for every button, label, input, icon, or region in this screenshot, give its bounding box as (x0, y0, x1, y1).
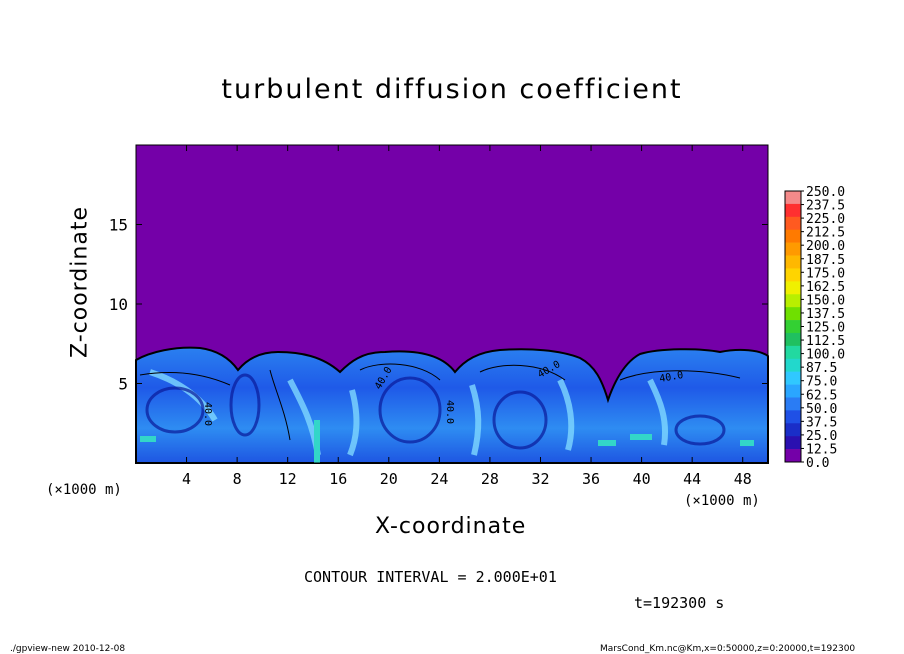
x-tick-label: 36 (582, 470, 600, 488)
colorbar-swatch (785, 216, 801, 231)
colorbar-swatch (785, 320, 801, 334)
x-unit-label-left: (×1000 m) (46, 482, 122, 498)
x-axis-label: X-coordinate (375, 514, 527, 539)
x-tick-label: 40 (633, 470, 651, 488)
turbulent-layer (135, 346, 769, 464)
colorbar-label: 137.5 (806, 307, 845, 322)
colorbar-label: 200.0 (806, 239, 845, 254)
colorbar-swatch (785, 268, 801, 282)
colorbar-swatch (785, 384, 801, 398)
x-unit-label-right: (×1000 m) (684, 493, 760, 509)
time-stamp: t=192300 s (634, 594, 725, 612)
colorbar-label: 37.5 (806, 415, 837, 430)
colorbar-swatch (785, 255, 801, 269)
footer-right: MarsCond_Km.nc@Km,x=0:50000,z=0:20000,t=… (600, 644, 856, 654)
colorbar-label: 187.5 (806, 253, 845, 268)
y-tick-label: 5 (118, 375, 128, 394)
colorbar-label: 12.5 (806, 442, 837, 457)
chart-title: turbulent diffusion coefficient (221, 74, 683, 105)
colorbar-swatch (785, 281, 801, 295)
colorbar-swatch (785, 203, 801, 218)
colorbar-label: 75.0 (806, 375, 837, 390)
x-tick-label: 12 (279, 470, 297, 488)
colorbar-swatch (785, 242, 801, 256)
x-tick-label: 32 (531, 470, 549, 488)
colorbar-swatch (785, 371, 801, 385)
colorbar-label: 175.0 (806, 266, 845, 281)
colorbar-label: 112.5 (806, 334, 845, 349)
x-tick-label: 8 (233, 470, 242, 488)
colorbar-swatch (785, 307, 801, 321)
x-tick-label: 28 (481, 470, 499, 488)
colorbar-label: 100.0 (806, 348, 845, 363)
colorbar-swatch (785, 449, 801, 463)
colorbar-label: 162.5 (806, 280, 845, 295)
x-tick-label: 48 (734, 470, 752, 488)
colorbar-label: 50.0 (806, 402, 837, 417)
x-tick-label: 24 (430, 470, 448, 488)
colorbar-label: 237.5 (806, 199, 845, 214)
x-tick-label: 20 (380, 470, 398, 488)
x-tick-label: 16 (329, 470, 347, 488)
y-axis: 5 10 15 (109, 216, 768, 394)
colorbar: 250.0237.5225.0212.5200.0187.5175.0162.5… (784, 185, 845, 471)
y-tick-label: 10 (109, 295, 128, 314)
colorbar-label: 250.0 (806, 185, 845, 200)
colorbar-label: 212.5 (806, 226, 845, 241)
colorbar-label: 0.0 (806, 456, 829, 471)
colorbar-swatch (785, 191, 801, 205)
colorbar-swatch (785, 397, 801, 411)
contour-label: 40.0 (659, 370, 685, 385)
colorbar-swatch (785, 436, 801, 450)
colorbar-label: 25.0 (806, 429, 837, 444)
colorbar-swatch (785, 332, 801, 347)
contour-label: 40.0 (444, 400, 455, 424)
colorbar-label: 87.5 (806, 361, 837, 376)
x-tick-label: 4 (182, 470, 191, 488)
contour-interval-note: CONTOUR INTERVAL = 2.000E+01 (304, 568, 557, 586)
colorbar-swatch (785, 410, 801, 424)
footer-left: ./gpview-new 2010-12-08 (10, 644, 126, 654)
y-axis-label: Z-coordinate (67, 206, 93, 358)
colorbar-label: 225.0 (806, 212, 845, 227)
colorbar-swatch (785, 358, 801, 372)
y-tick-label: 15 (109, 216, 128, 235)
colorbar-swatch (785, 423, 801, 437)
colorbar-label: 62.5 (806, 388, 837, 403)
colorbar-swatch (785, 294, 801, 308)
colorbar-swatch (785, 345, 801, 360)
x-axis: 4 8 12 16 20 24 28 32 36 40 44 48 (182, 145, 752, 488)
contour-label: 40.0 (202, 402, 213, 426)
colorbar-swatch (785, 229, 801, 243)
colorbar-label: 125.0 (806, 321, 845, 336)
colorbar-label: 150.0 (806, 293, 845, 308)
x-tick-label: 44 (683, 470, 701, 488)
